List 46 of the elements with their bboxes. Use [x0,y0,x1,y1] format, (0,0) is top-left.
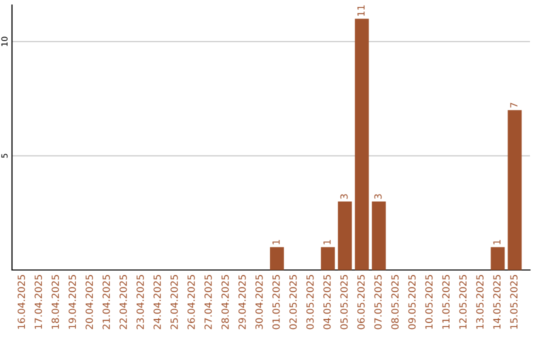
bar [338,201,352,270]
data-label: 3 [340,194,348,199]
x-tick-label: 19.04.2025 [68,275,76,329]
data-label: 1 [323,240,331,244]
x-tick-label: 10.05.2025 [425,275,433,329]
data-label: 1 [493,240,500,244]
y-tick-label: 5 [1,154,8,158]
x-tick-label: 06.05.2025 [357,275,365,330]
x-tick-label: 12.05.2025 [459,275,467,329]
bar [354,18,369,270]
data-label: 7 [510,102,518,108]
x-tick-label: 25.04.2025 [170,275,178,330]
x-tick-label: 28.04.2025 [221,275,229,330]
x-tick-label: 24.04.2025 [154,275,161,330]
y-tick-label: 10 [1,36,8,46]
data-label: 3 [374,194,382,199]
bar [490,247,505,270]
x-tick-label: 13.05.2025 [476,275,484,329]
x-tick-label: 21.04.2025 [102,275,110,330]
x-tick-label: 07.05.2025 [374,275,382,330]
x-tick-label: 18.04.2025 [52,275,59,329]
x-tick-label: 01.05.2025 [272,275,280,330]
x-tick-label: 20.04.2025 [86,275,93,330]
x-tick-label: 27.04.2025 [204,275,212,330]
x-tick-label: 08.05.2025 [391,275,399,330]
x-tick-label: 30.04.2025 [255,275,263,330]
x-tick-label: 22.04.2025 [120,275,127,330]
x-tick-label: 02.05.2025 [289,275,297,330]
bar [320,247,335,270]
bar [508,110,522,270]
x-tick-label: 23.04.2025 [136,275,144,330]
x-tick-label: 09.05.2025 [408,275,416,330]
x-tick-label: 16.04.2025 [18,275,26,329]
data-label: 11 [357,5,365,16]
x-tick-label: 05.05.2025 [340,275,348,330]
x-tick-label: 29.04.2025 [238,275,246,330]
data-label: 1 [272,240,280,244]
x-tick-label: 17.04.2025 [34,275,42,329]
x-tick-label: 04.05.2025 [323,275,331,330]
bar [372,201,386,270]
x-tick-label: 11.05.2025 [442,275,450,329]
x-tick-label: 03.05.2025 [306,275,314,330]
x-tick-label: 15.05.2025 [510,275,518,329]
x-tick-label: 14.05.2025 [493,275,501,329]
bar [270,247,284,270]
x-tick-label: 26.04.2025 [187,275,195,330]
